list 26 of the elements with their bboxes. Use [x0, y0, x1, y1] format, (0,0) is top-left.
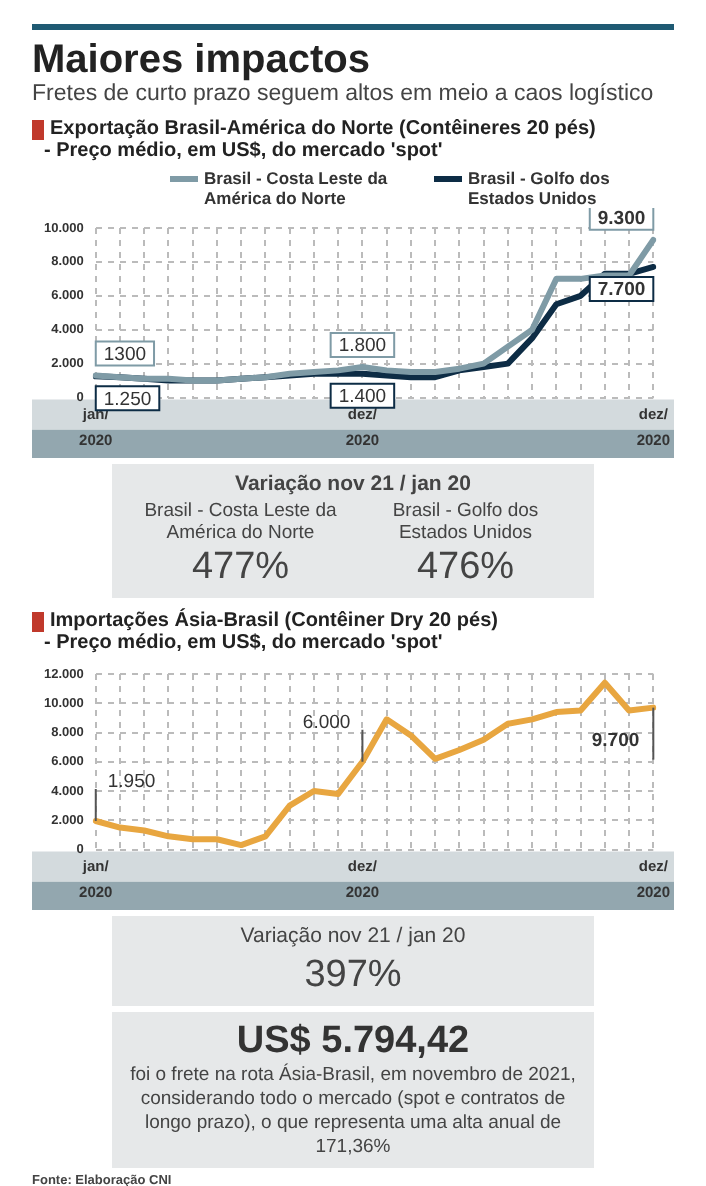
- data-label: 7.700: [597, 279, 646, 302]
- chart-subtitle: - Preço médio, em US$, do mercado 'spot': [44, 632, 445, 654]
- text: foi o frete na rota Ásia-Brasil, em novembro de 2021, considerando todo o mercado (spot e contratos de longo prazo), o que representa uma alta anual de 171,36%: [128, 1064, 578, 1160]
- data-label: 1.400: [338, 386, 387, 409]
- data-label: 9.300: [597, 208, 646, 231]
- data-label: 1.950: [107, 771, 156, 794]
- data-label: 1.250: [103, 388, 152, 411]
- data-label: 1300: [103, 343, 147, 366]
- chart-title: Importações Ásia-Brasil (Contêiner Dry 20 pés): [50, 610, 498, 632]
- text: US$ 5.794,42: [234, 1020, 472, 1063]
- text: Variação nov 21 / jan 20: [238, 924, 468, 948]
- text: 477%: [189, 546, 292, 590]
- text: Fretes de curto prazo seguem altos em meio a caos logístico: [32, 82, 656, 106]
- text: Variação nov 21 / jan 20: [233, 472, 473, 496]
- category-label: Brasil - Golfo dos Estados Unidos: [390, 500, 541, 544]
- data-label: 1.800: [338, 335, 387, 358]
- text: 476%: [414, 546, 517, 590]
- chart-subtitle: - Preço médio, em US$, do mercado 'spot': [44, 140, 445, 162]
- data-label: 9.700: [591, 729, 640, 752]
- chart-title: Exportação Brasil-América do Norte (Contêineres 20 pés): [50, 118, 596, 140]
- category-label: Brasil - Costa Leste da América do Norte: [142, 500, 339, 544]
- legend-label: Brasil - Costa Leste da América do Norte: [204, 168, 390, 208]
- text: Maiores impactos: [32, 38, 372, 82]
- data-label: 6.000: [302, 712, 351, 734]
- legend-label: Brasil - Golfo dos Estados Unidos: [468, 168, 612, 208]
- text: 397%: [302, 954, 404, 998]
